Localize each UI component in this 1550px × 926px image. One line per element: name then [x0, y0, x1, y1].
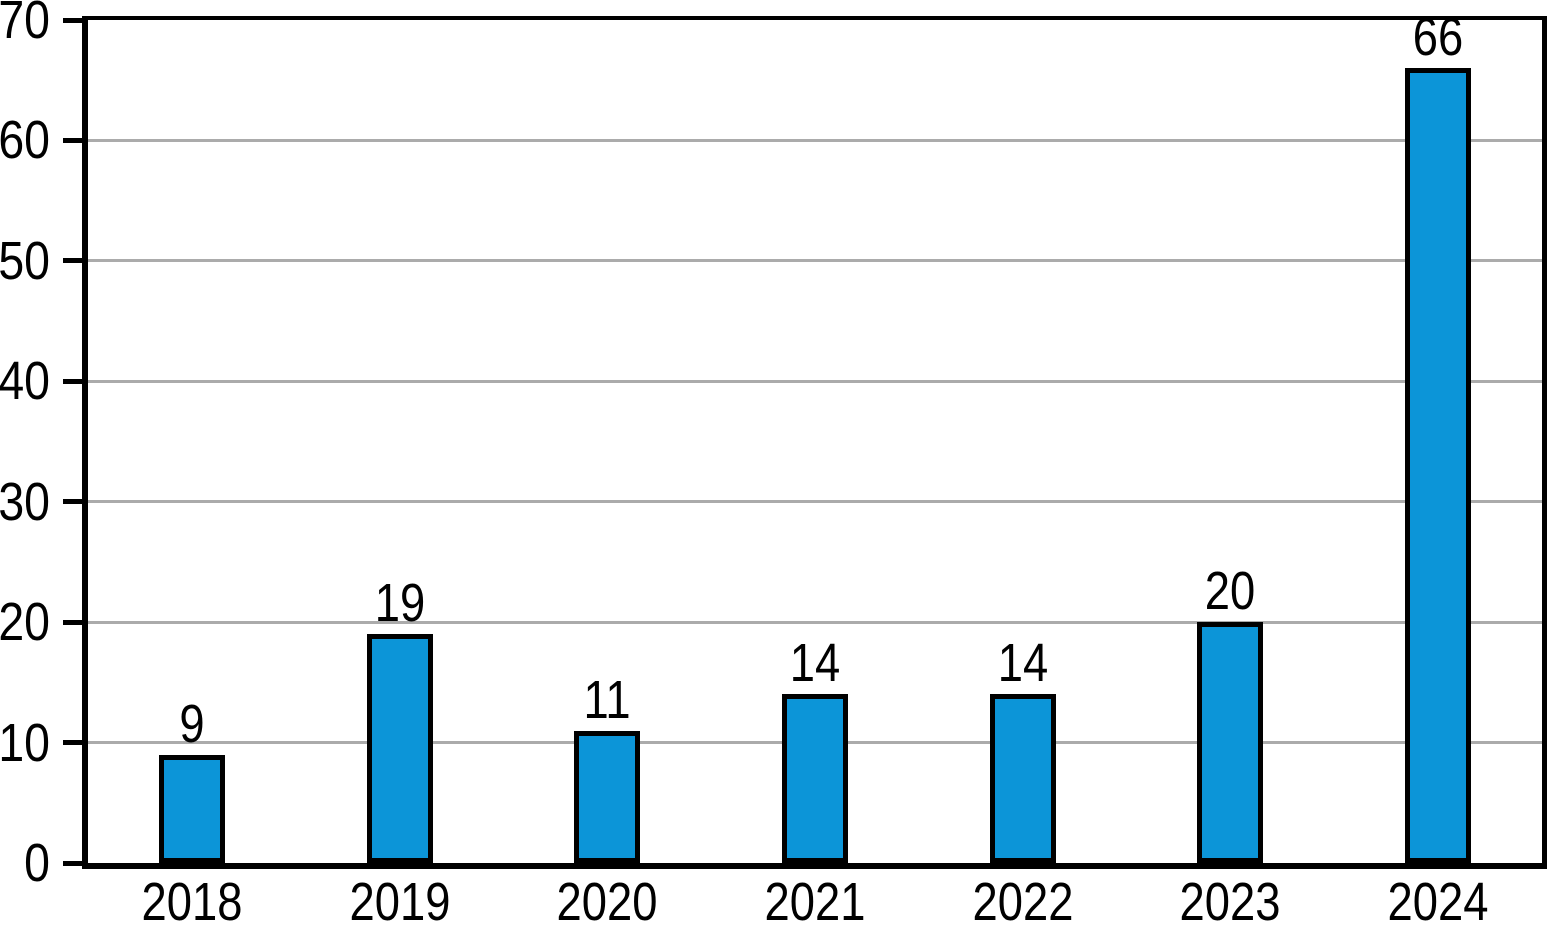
- bar-value-label: 11: [583, 669, 631, 730]
- y-tick-label: 0: [24, 833, 50, 893]
- bar-2020: [574, 730, 641, 863]
- x-category-label: 2021: [764, 872, 866, 926]
- y-tick-label: 60: [0, 110, 50, 171]
- x-category-label: 2019: [349, 872, 451, 926]
- bar-2019: [366, 634, 433, 863]
- gridline: [88, 620, 1542, 624]
- x-category-label: 2018: [141, 872, 243, 926]
- bar-value-label: 66: [1412, 7, 1464, 68]
- bar-value-label: 14: [997, 633, 1048, 694]
- y-axis-tick: [63, 258, 82, 264]
- y-axis-tick: [63, 740, 82, 746]
- bar-value-label: 20: [1205, 561, 1256, 622]
- y-tick-label: 30: [0, 471, 50, 532]
- bar-2024: [1405, 68, 1472, 863]
- bar-value-label: 14: [789, 633, 841, 694]
- x-category-label: 2020: [556, 872, 658, 926]
- x-category-label: 2022: [972, 872, 1074, 926]
- y-axis-tick: [63, 137, 82, 143]
- y-tick-label: 70: [0, 0, 50, 50]
- y-tick-label: 40: [0, 351, 50, 412]
- x-category-label: 2024: [1387, 872, 1489, 926]
- bar-2021: [782, 694, 848, 863]
- y-tick-label: 10: [0, 712, 50, 773]
- y-tick-label: 50: [0, 230, 50, 291]
- y-axis-tick: [63, 499, 82, 505]
- y-axis-tick: [63, 860, 82, 866]
- gridline: [88, 138, 1542, 142]
- bar-2018: [158, 754, 225, 863]
- y-axis-tick: [63, 17, 82, 23]
- x-category-label: 2023: [1179, 872, 1281, 926]
- gridline: [88, 259, 1542, 263]
- y-axis-tick: [63, 619, 82, 625]
- bar-2022: [989, 694, 1056, 863]
- y-axis-tick: [63, 378, 82, 384]
- gridline: [88, 379, 1542, 383]
- plot-area: 9 19 11 14 14 20 66: [82, 10, 1547, 869]
- gridline: [88, 500, 1542, 504]
- bar-value-label: 9: [179, 693, 205, 754]
- y-tick-label: 20: [0, 592, 50, 653]
- bar-2023: [1197, 622, 1264, 863]
- bar-value-label: 19: [374, 573, 425, 634]
